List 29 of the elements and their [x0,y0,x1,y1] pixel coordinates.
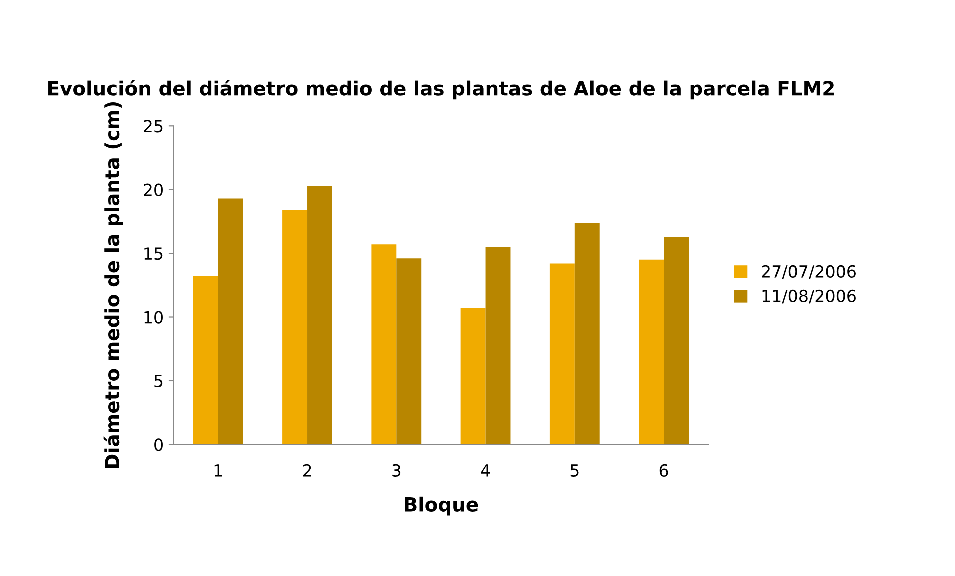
bar [574,222,600,445]
y-tick-label: 15 [144,248,163,260]
y-axis-title: Diámetro medio de la planta (cm) [104,102,124,468]
bar [460,308,486,445]
bar [486,247,511,445]
x-axis-title: Bloque [405,496,478,516]
y-tick-label: 10 [144,311,163,324]
bar [550,264,575,445]
x-tick-label: 6 [660,464,668,478]
x-tick-label: 4 [481,464,490,477]
chart-title: Evolución del diámetro medio de las plantas de Aloe de la parcela FLM2 [48,80,834,100]
legend-label: 11/08/2006 [762,290,856,304]
bar [664,236,689,445]
bar [639,260,664,445]
y-tick-label: 20 [144,184,163,196]
x-tick-label: 2 [303,464,312,477]
y-tick-label: 5 [154,375,163,388]
bar [372,244,397,445]
bar [282,210,308,445]
x-tick-label: 5 [570,464,579,478]
y-tick-label: 0 [154,438,163,452]
bar [218,198,244,445]
legend-label: 27/07/2006 [762,265,856,280]
x-tick-label: 3 [392,464,401,478]
bar [193,276,218,445]
x-tick-label: 1 [214,464,222,477]
bar [396,258,422,445]
bar [308,186,332,445]
y-tick-label: 25 [144,120,163,133]
